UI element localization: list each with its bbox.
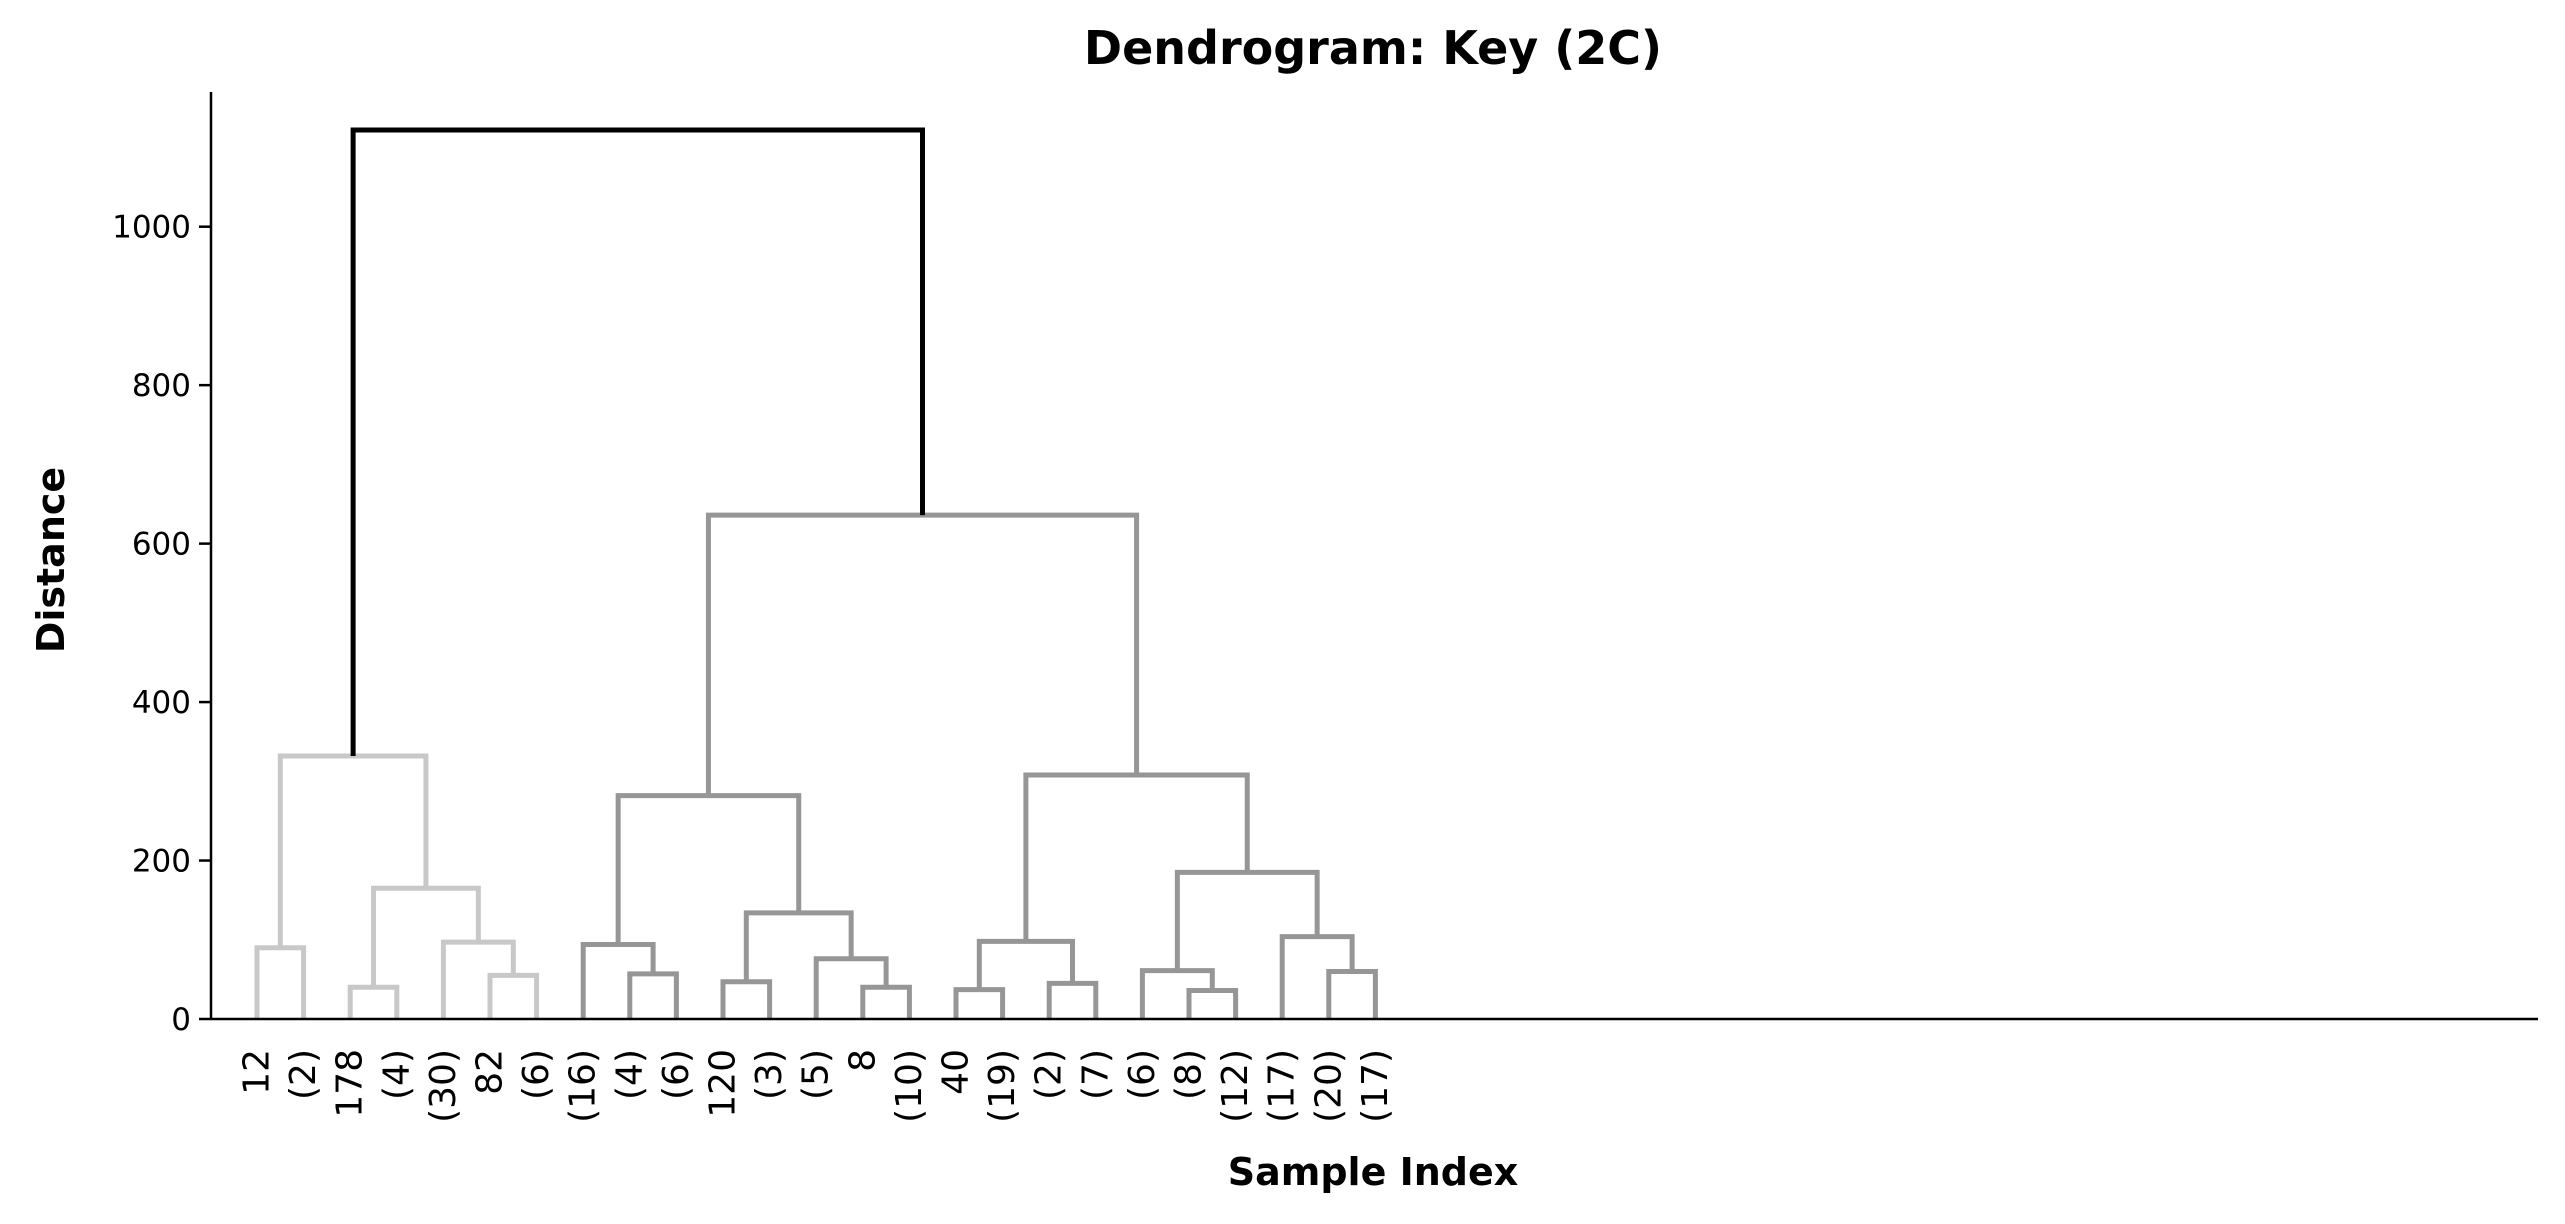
leaf-label-8: (4): [609, 1049, 650, 1100]
leaf-label-23: (20): [1308, 1049, 1349, 1123]
leaf-label-13: 8: [842, 1049, 883, 1072]
dendrogram-link-17: [1139, 968, 1215, 1019]
leaf-label-18: (7): [1075, 1049, 1116, 1100]
dendrogram-link-3: [440, 939, 516, 1019]
y-tick-label-200: 200: [132, 844, 191, 880]
dendrogram-link-13: [953, 987, 1006, 1019]
y-tick-label-600: 600: [132, 527, 191, 563]
y-ticks: 0 200 400 600 800 1000: [112, 210, 211, 1038]
leaf-label-20: (8): [1169, 1049, 1210, 1100]
leaf-label-19: (6): [1122, 1049, 1163, 1100]
dendrogram-link-0: [254, 945, 307, 1019]
y-axis-label: Distance: [29, 467, 73, 653]
dendrogram-link-18: [1326, 968, 1378, 1019]
dendrogram-link-5: [277, 753, 429, 948]
leaf-label-5: 82: [470, 1049, 511, 1095]
leaf-label-1: (2): [283, 1049, 324, 1100]
y-tick-label-400: 400: [132, 685, 191, 721]
dendrogram-link-19: [1279, 934, 1355, 1019]
leaf-label-11: (3): [749, 1049, 790, 1100]
y-tick-label-800: 800: [132, 368, 191, 404]
dendrogram-link-16: [1186, 987, 1239, 1019]
dendrogram-link-4: [371, 885, 481, 988]
leaf-label-22: (17): [1262, 1049, 1303, 1123]
leaf-label-12: (5): [796, 1049, 837, 1100]
dendrogram-link-15: [976, 938, 1075, 990]
leaf-label-10: 120: [703, 1049, 744, 1118]
leaf-label-21: (12): [1215, 1049, 1256, 1123]
y-tick-label-1000: 1000: [112, 210, 191, 246]
dendrogram-link-1: [347, 984, 400, 1019]
dendrogram-link-22: [705, 512, 1140, 796]
leaf-label-24: (17): [1355, 1049, 1396, 1123]
leaf-label-3: (4): [376, 1049, 417, 1100]
dendrogram-links: [254, 127, 1378, 1019]
dendrogram-link-6: [627, 971, 679, 1019]
chart-title: Dendrogram: Key (2C): [1084, 21, 1662, 75]
leaf-label-6: (6): [516, 1049, 557, 1100]
dendrogram-link-7: [580, 942, 656, 1019]
dendrogram-link-2: [487, 972, 540, 1019]
leaf-label-17: (2): [1029, 1049, 1070, 1100]
leaf-labels: 12 (2) 178 (4) (30) 82 (6) (16) (4) (6) 120 (3) (5) 8…: [237, 1049, 1396, 1123]
axes: [209, 92, 2538, 1021]
dendrogram-link-23: [350, 127, 926, 756]
dendrogram-link-20: [1174, 869, 1320, 971]
leaf-label-7: (16): [563, 1049, 604, 1123]
leaf-label-0: 12: [237, 1049, 278, 1095]
dendrogram-link-12: [615, 793, 802, 945]
dendrogram-link-21: [1023, 772, 1250, 942]
y-tick-label-0: 0: [171, 1002, 191, 1038]
dendrogram-link-9: [860, 984, 912, 1019]
leaf-label-15: 40: [936, 1049, 977, 1095]
dendrogram-link-11: [743, 910, 854, 982]
leaf-label-9: (6): [656, 1049, 697, 1100]
leaf-label-16: (19): [982, 1049, 1023, 1123]
dendrogram-link-8: [720, 979, 773, 1019]
x-axis-label: Sample Index: [1228, 1150, 1519, 1194]
leaf-label-14: (10): [889, 1049, 930, 1123]
dendrogram-link-14: [1046, 980, 1099, 1019]
leaf-label-2: 178: [330, 1049, 371, 1118]
leaf-label-4: (30): [423, 1049, 464, 1123]
dendrogram-link-10: [813, 956, 889, 1019]
